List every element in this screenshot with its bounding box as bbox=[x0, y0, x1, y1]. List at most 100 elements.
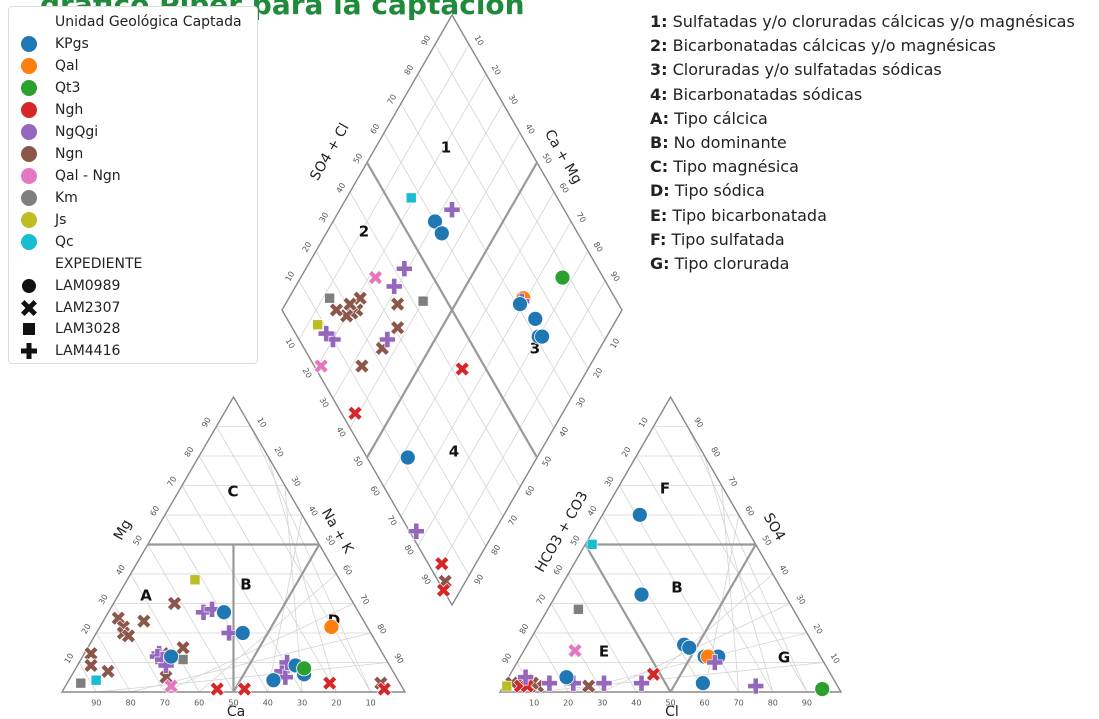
diamond-point bbox=[313, 358, 329, 374]
key-text: Tipo clorurada bbox=[669, 253, 790, 273]
cation-point bbox=[175, 640, 191, 656]
anion-point bbox=[595, 674, 613, 692]
region-label-b-cation: B bbox=[240, 576, 251, 594]
legend-color-dot bbox=[21, 102, 37, 118]
cation-point bbox=[136, 613, 152, 629]
key-text: Tipo magnésica bbox=[668, 157, 799, 177]
cation-point bbox=[83, 657, 99, 673]
anion-point bbox=[558, 669, 575, 686]
cation-point bbox=[90, 674, 102, 686]
diamond-divider-b bbox=[366, 161, 538, 459]
cation-point bbox=[163, 648, 180, 665]
square-marker-icon bbox=[23, 323, 35, 335]
diamond-point bbox=[385, 278, 403, 295]
anion-right-tick: 70 bbox=[726, 475, 739, 488]
anion-bottom-tick: 70 bbox=[734, 699, 744, 708]
cation-right-tick: 90 bbox=[392, 652, 405, 665]
cation-left-tick: 50 bbox=[131, 534, 144, 547]
key-text: Bicarbonatadas sódicas bbox=[667, 84, 863, 104]
legend-unit-label: Qal bbox=[55, 58, 79, 74]
diamond-point bbox=[342, 296, 358, 312]
anion-point bbox=[747, 677, 765, 695]
legend-color-dot bbox=[21, 36, 37, 52]
axis-label-cl: Cl bbox=[665, 704, 679, 719]
cation-right-tick: 80 bbox=[375, 622, 388, 635]
key-item: G: Tipo clorurada bbox=[650, 252, 1075, 276]
anion-right-tick: 90 bbox=[692, 416, 705, 429]
region-label-b-anion: B bbox=[671, 579, 682, 597]
legend-unit-label: Ngh bbox=[55, 102, 84, 118]
diamond-point bbox=[354, 358, 370, 374]
anion-point bbox=[631, 506, 648, 523]
cation-left-tick: 80 bbox=[183, 445, 196, 458]
diamond-lr-tick: 70 bbox=[507, 514, 520, 527]
cation-left-tick: 90 bbox=[200, 416, 213, 429]
diamond-point bbox=[379, 331, 396, 348]
diamond-ur-tick: 50 bbox=[541, 152, 554, 165]
anion-right-tick: 10 bbox=[829, 652, 842, 665]
cation-right-tick: 30 bbox=[290, 475, 303, 488]
anion-left-tick: 70 bbox=[535, 593, 548, 606]
axis-label-so4-cl: SO4 + Cl bbox=[307, 121, 352, 184]
anion-point bbox=[581, 678, 597, 694]
anion-left-tick: 80 bbox=[518, 622, 531, 635]
region-label-1: 1 bbox=[441, 139, 451, 157]
cation-left-tick: 20 bbox=[80, 622, 93, 635]
cation-right-tick: 50 bbox=[324, 534, 337, 547]
diamond-ll-tick: 20 bbox=[301, 366, 314, 379]
diamond-ul-tick: 90 bbox=[420, 34, 433, 47]
diamond-ul-tick: 60 bbox=[369, 122, 382, 135]
key-item: F: Tipo sulfatada bbox=[650, 228, 1075, 252]
anion-point bbox=[573, 604, 584, 615]
legend-expediente-label: LAM0989 bbox=[55, 278, 121, 294]
key-code: 2: bbox=[650, 36, 668, 56]
cation-bottom-tick: 10 bbox=[366, 699, 376, 708]
anion-point bbox=[681, 639, 698, 656]
anion-right-tick: 20 bbox=[811, 622, 824, 635]
diamond-ur-tick: 20 bbox=[490, 63, 503, 76]
diamond-lr-tick: 50 bbox=[541, 455, 554, 468]
legend-expediente-label: LAM2307 bbox=[55, 299, 121, 316]
anion-left-tick: 50 bbox=[569, 534, 582, 547]
diamond-ll-tick: 30 bbox=[318, 396, 331, 409]
legend-unit-label: Qal - Ngn bbox=[55, 168, 121, 184]
anion-bottom-tick: 60 bbox=[700, 699, 710, 708]
diamond-point bbox=[324, 292, 335, 304]
axis-label-hco3-co3: HCO3 + CO3 bbox=[532, 489, 591, 575]
legend-color-dot bbox=[21, 234, 37, 250]
anion-right-tick: 50 bbox=[760, 534, 773, 547]
key-code: B: bbox=[650, 132, 669, 152]
cation-point bbox=[189, 574, 201, 586]
cation-bottom-tick: 90 bbox=[91, 699, 101, 708]
legend-unit-label: Ngn bbox=[55, 146, 84, 162]
diamond-lr-tick: 90 bbox=[473, 573, 486, 586]
legend-unit-label: Qc bbox=[55, 234, 74, 250]
diamond-point bbox=[390, 296, 406, 312]
key-item: A: Tipo cálcica bbox=[650, 107, 1075, 131]
legend-color-dot bbox=[21, 80, 37, 96]
diamond-point bbox=[554, 269, 571, 286]
anion-left-tick: 30 bbox=[603, 475, 616, 488]
anion-point bbox=[694, 675, 711, 692]
cation-right-tick: 40 bbox=[307, 504, 320, 517]
diamond-ul-tick: 20 bbox=[301, 240, 314, 253]
diamond-point bbox=[390, 320, 406, 336]
anion-divider-right bbox=[669, 543, 757, 693]
cation-bottom-tick: 80 bbox=[126, 699, 136, 708]
diamond-ur-tick: 80 bbox=[592, 240, 605, 253]
region-label-3: 3 bbox=[530, 340, 540, 358]
diamond-ll-tick: 60 bbox=[369, 484, 382, 497]
legend-unit-label: Km bbox=[55, 190, 78, 206]
anion-right-tick: 60 bbox=[743, 504, 756, 517]
diamond-ur-tick: 30 bbox=[507, 93, 520, 106]
axis-label-ca: Ca bbox=[227, 704, 245, 719]
key-item: C: Tipo magnésica bbox=[650, 155, 1075, 179]
diamond-ur-tick: 70 bbox=[575, 211, 588, 224]
cation-left-tick: 60 bbox=[148, 504, 161, 517]
anion-bottom-tick: 10 bbox=[529, 699, 539, 708]
anion-bottom-tick: 80 bbox=[768, 699, 778, 708]
diamond-lr-tick: 40 bbox=[558, 425, 571, 438]
region-label-f: F bbox=[660, 480, 670, 498]
diamond-ul-tick: 80 bbox=[403, 63, 416, 76]
